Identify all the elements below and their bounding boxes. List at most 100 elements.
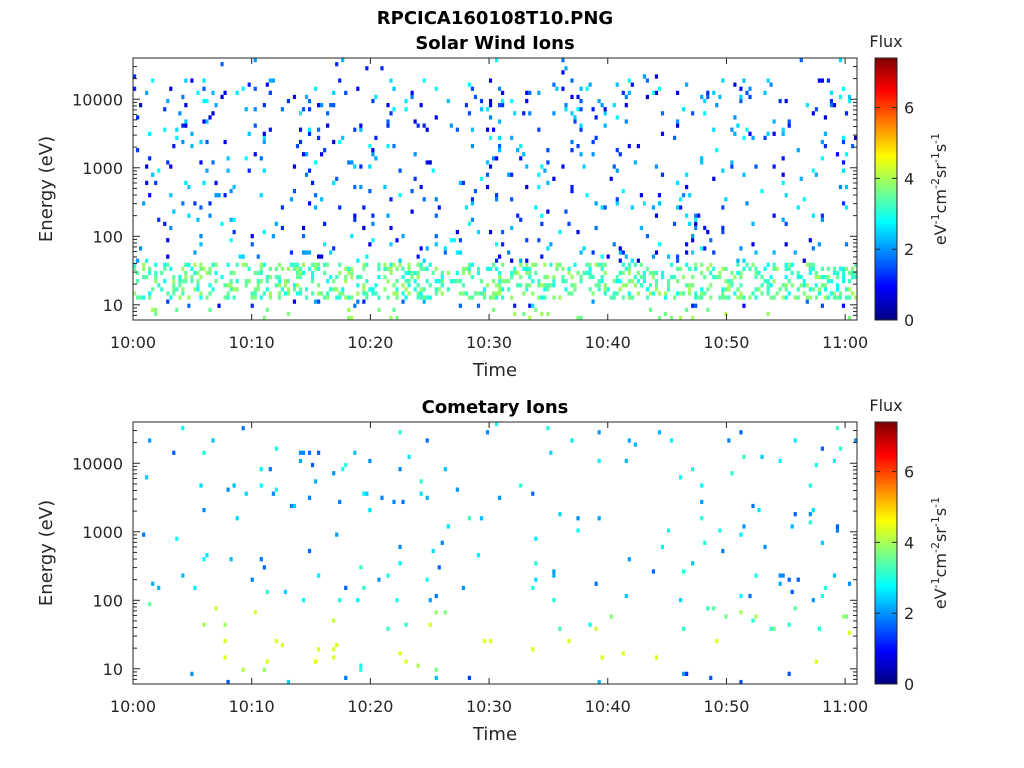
heatmap-cell <box>546 311 550 317</box>
heatmap-cell <box>757 287 761 292</box>
heatmap-cell <box>310 262 315 267</box>
heatmap-cell <box>594 262 598 267</box>
heatmap-cell <box>597 283 601 288</box>
heatmap-cell <box>850 274 855 280</box>
heatmap-cell <box>585 86 589 91</box>
heatmap-cell <box>597 430 601 435</box>
heatmap-cell <box>715 638 719 644</box>
heatmap-cell <box>169 266 173 272</box>
heatmap-cell <box>377 307 381 312</box>
heatmap-cell <box>841 614 846 619</box>
heatmap-cell <box>567 291 571 296</box>
solar-wind-axes-box <box>132 57 858 321</box>
cb-sup-2: -2 <box>929 542 942 553</box>
heatmap-cell <box>790 589 794 595</box>
heatmap-cell <box>253 270 257 276</box>
heatmap-cell <box>455 487 459 492</box>
heatmap-cell <box>398 262 402 267</box>
heatmap-cell <box>820 139 824 145</box>
heatmap-cell <box>787 622 791 627</box>
heatmap-cell <box>549 450 553 455</box>
heatmap-cell <box>691 274 695 280</box>
heatmap-cell <box>419 295 423 300</box>
heatmap-cell <box>133 74 137 79</box>
x-tick-label: 10:00 <box>110 697 156 716</box>
heatmap-cell <box>476 266 481 272</box>
heatmap-cell <box>709 238 713 243</box>
heatmap-cell <box>205 168 209 173</box>
heatmap-cell <box>657 242 662 247</box>
heatmap-cell <box>838 94 843 100</box>
heatmap-cell <box>341 135 345 141</box>
heatmap-cell <box>823 143 827 149</box>
heatmap-cell <box>546 148 550 153</box>
heatmap-cell <box>202 78 206 83</box>
heatmap-cell <box>148 266 152 272</box>
heatmap-cell <box>298 450 303 455</box>
heatmap-cell <box>347 266 351 272</box>
heatmap-cell <box>398 168 402 173</box>
heatmap-cell <box>404 98 408 104</box>
heatmap-cell <box>425 577 429 582</box>
heatmap-cell <box>307 250 312 255</box>
heatmap-cell <box>564 66 568 71</box>
heatmap-cell <box>784 221 788 226</box>
heatmap-cell <box>627 557 631 562</box>
heatmap-cell <box>217 193 221 198</box>
heatmap-cell <box>467 262 472 267</box>
heatmap-cell <box>847 98 852 104</box>
heatmap-cell <box>175 536 179 541</box>
heatmap-cell <box>247 131 251 136</box>
heatmap-cell <box>241 262 245 267</box>
heatmap-cell <box>410 94 414 100</box>
heatmap-cell <box>748 131 752 136</box>
heatmap-cell <box>823 115 827 120</box>
heatmap-cell <box>241 426 245 431</box>
heatmap-cell <box>633 283 637 288</box>
x-tick-label: 10:50 <box>703 697 749 716</box>
heatmap-cell <box>295 291 300 296</box>
heatmap-cell <box>570 78 574 83</box>
heatmap-cell <box>172 209 176 214</box>
heatmap-cell <box>513 266 517 272</box>
heatmap-cell <box>377 577 381 582</box>
heatmap-cell <box>498 279 502 284</box>
heatmap-cell <box>307 107 312 112</box>
heatmap-cell <box>166 291 170 296</box>
heatmap-cell <box>193 585 197 590</box>
heatmap-cell <box>540 311 544 317</box>
heatmap-cell <box>537 90 541 95</box>
heatmap-cell <box>838 266 843 272</box>
heatmap-cell <box>235 287 239 292</box>
heatmap-cell <box>145 258 149 263</box>
heatmap-cell <box>742 172 746 177</box>
heatmap-cell <box>802 197 806 202</box>
heatmap-cell <box>320 197 324 202</box>
heatmap-cell <box>576 270 580 276</box>
heatmap-cell <box>600 205 604 210</box>
heatmap-cell <box>470 197 475 202</box>
heatmap-cell <box>706 307 710 312</box>
heatmap-cell <box>301 598 306 603</box>
heatmap-cell <box>835 528 840 533</box>
heatmap-cell <box>633 442 637 447</box>
heatmap-cell <box>341 291 345 296</box>
heatmap-cell <box>513 303 517 308</box>
heatmap-cell <box>763 266 767 272</box>
heatmap-cell <box>470 262 475 267</box>
heatmap-cell <box>826 295 830 300</box>
heatmap-cell <box>754 270 758 276</box>
heatmap-cell <box>407 279 411 284</box>
heatmap-cell <box>507 250 511 255</box>
heatmap-cell <box>697 213 701 218</box>
heatmap-cell <box>395 295 399 300</box>
heatmap-cell <box>386 213 390 218</box>
heatmap-cell <box>645 287 649 292</box>
heatmap-cell <box>573 262 577 267</box>
heatmap-cell <box>292 287 297 292</box>
heatmap-cell <box>434 667 438 672</box>
heatmap-cell <box>368 143 372 149</box>
heatmap-cell <box>223 283 227 288</box>
heatmap-cell <box>362 225 366 231</box>
cb-sup-3: -1 <box>929 516 942 527</box>
